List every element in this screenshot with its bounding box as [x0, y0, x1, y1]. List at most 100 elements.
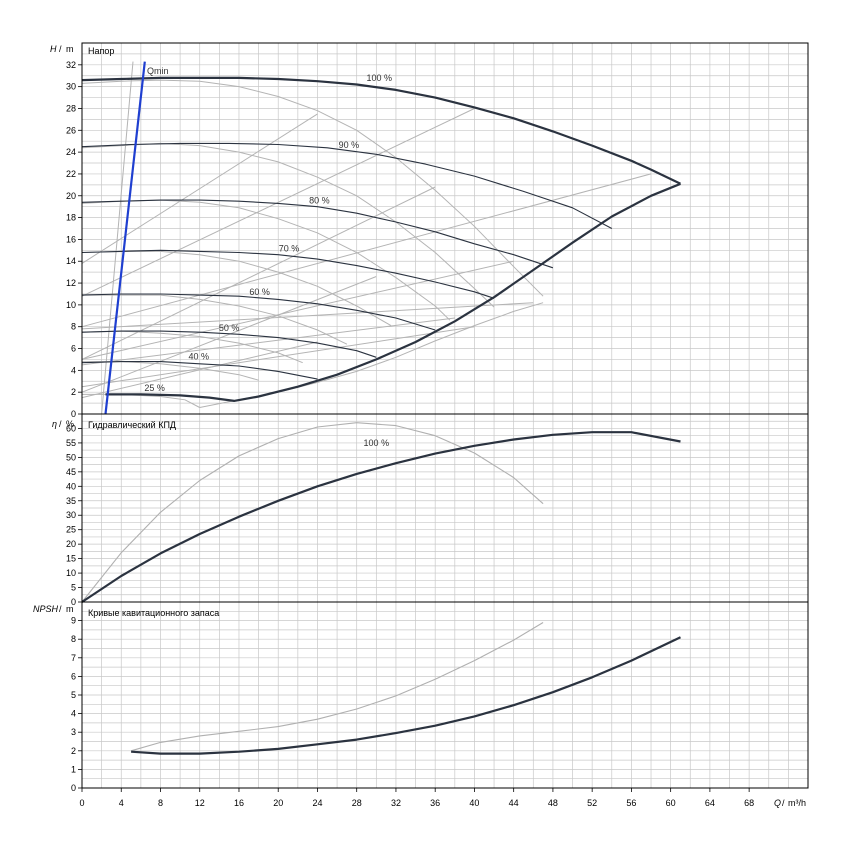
- efficiency-curve-label: 100 %: [364, 438, 390, 448]
- speed-label: 40 %: [188, 351, 209, 361]
- efficiency-axis-unit: %: [66, 419, 74, 429]
- speed-label: 80 %: [309, 195, 330, 205]
- head-axis-sep: /: [59, 44, 62, 54]
- y-tick-label: 2: [71, 746, 76, 756]
- x-tick-label: 68: [744, 798, 754, 808]
- y-tick-label: 2: [71, 387, 76, 397]
- x-tick-label: 0: [79, 798, 84, 808]
- y-tick-label: 10: [66, 300, 76, 310]
- npsh-axis-unit: m: [66, 604, 74, 614]
- y-tick-label: 24: [66, 147, 76, 157]
- x-tick-label: 36: [430, 798, 440, 808]
- x-tick-label: 56: [626, 798, 636, 808]
- y-tick-label: 14: [66, 256, 76, 266]
- x-tick-label: 12: [195, 798, 205, 808]
- y-tick-label: 0: [71, 783, 76, 793]
- x-tick-label: 32: [391, 798, 401, 808]
- x-tick-label: 20: [273, 798, 283, 808]
- x-tick-label: 28: [352, 798, 362, 808]
- y-tick-label: 55: [66, 438, 76, 448]
- reference-curve-ref-iso-e: [81, 326, 475, 388]
- curve-speed-80: [81, 199, 554, 269]
- curve-speed-50: [81, 330, 377, 358]
- y-tick-label: 35: [66, 496, 76, 506]
- qmin-line: [104, 61, 146, 415]
- efficiency-panel-title: Гидравлический КПД: [88, 420, 176, 430]
- y-tick-label: 30: [66, 82, 76, 92]
- speed-label: 70 %: [279, 243, 300, 253]
- speed-label: 60 %: [249, 287, 270, 297]
- y-tick-label: 0: [71, 409, 76, 419]
- y-tick-label: 15: [66, 554, 76, 564]
- efficiency-axis-sep: /: [59, 419, 62, 429]
- y-tick-label: 32: [66, 60, 76, 70]
- y-tick-label: 8: [71, 322, 76, 332]
- y-tick-label: 22: [66, 169, 76, 179]
- npsh-axis-symbol: NPSH: [33, 604, 59, 614]
- x-axis-sep: /: [782, 798, 785, 808]
- npsh-panel-title: Кривые кавитационного запаса: [88, 608, 219, 618]
- y-tick-label: 12: [66, 278, 76, 288]
- y-tick-label: 20: [66, 191, 76, 201]
- x-tick-label: 64: [705, 798, 715, 808]
- y-tick-label: 8: [71, 634, 76, 644]
- y-tick-label: 26: [66, 125, 76, 135]
- y-tick-label: 4: [71, 709, 76, 719]
- reference-curve-ref-60: [82, 294, 348, 345]
- y-tick-label: 20: [66, 539, 76, 549]
- head-axis-unit: m: [66, 44, 74, 54]
- axis-ticks: 0246810121416182022242628303205101520253…: [66, 60, 754, 808]
- qmin-reference-line: [101, 61, 134, 415]
- y-tick-label: 1: [71, 764, 76, 774]
- reference-curve-ref-iso-d: [81, 302, 534, 330]
- reference-curve-ref-iso-j: [81, 317, 455, 366]
- curve-speed-70: [81, 249, 495, 299]
- curve-max: [81, 76, 681, 185]
- y-tick-label: 30: [66, 510, 76, 520]
- reference-curve-ref-iso-b: [81, 173, 652, 328]
- curve-speed-40: [81, 361, 318, 380]
- curve-speed-90: [81, 142, 613, 229]
- x-tick-label: 52: [587, 798, 597, 808]
- head-panel-title: Напор: [88, 46, 114, 56]
- speed-label: 100 %: [367, 73, 393, 83]
- speed-label: 25 %: [144, 383, 165, 393]
- y-tick-label: 10: [66, 568, 76, 578]
- speed-label: 50 %: [219, 323, 240, 333]
- reference-curve-ref-max: [81, 79, 544, 297]
- y-tick-label: 40: [66, 481, 76, 491]
- y-tick-label: 5: [71, 690, 76, 700]
- reference-curve-ref-iso-i: [81, 341, 318, 399]
- head-axis-symbol: H: [50, 44, 57, 54]
- reference-curve-ref-iso-a: [81, 108, 475, 297]
- efficiency-axis-symbol: η: [52, 419, 57, 429]
- y-tick-label: 4: [71, 365, 76, 375]
- x-tick-label: 60: [666, 798, 676, 808]
- reference-curve-ref-90: [81, 142, 495, 308]
- y-tick-label: 25: [66, 525, 76, 535]
- y-tick-label: 6: [71, 344, 76, 354]
- reference-curve-ref-iso-c: [81, 260, 514, 360]
- x-tick-label: 4: [119, 798, 124, 808]
- npsh-axis-sep: /: [59, 604, 62, 614]
- x-tick-label: 8: [158, 798, 163, 808]
- y-tick-label: 5: [71, 583, 76, 593]
- curve-labels: 100 % 90 % 80 % 70 % 60 % 50 % 40 % 25 % 100 %: [144, 73, 392, 448]
- curve-max: [81, 431, 681, 603]
- curve-speed-60: [81, 293, 436, 331]
- reference-curve-ref-iso-h: [81, 276, 377, 393]
- y-tick-label: 50: [66, 452, 76, 462]
- x-tick-label: 16: [234, 798, 244, 808]
- y-tick-label: 60: [66, 423, 76, 433]
- y-tick-label: 3: [71, 727, 76, 737]
- x-axis-symbol: Q: [774, 798, 781, 808]
- y-tick-label: 16: [66, 234, 76, 244]
- y-tick-label: 18: [66, 213, 76, 223]
- curve-ref: [81, 422, 544, 603]
- performance-curves: [81, 61, 681, 755]
- reference-curve-ref-80: [81, 199, 451, 321]
- y-tick-label: 6: [71, 671, 76, 681]
- curve-min: [105, 182, 681, 402]
- x-tick-label: 24: [312, 798, 322, 808]
